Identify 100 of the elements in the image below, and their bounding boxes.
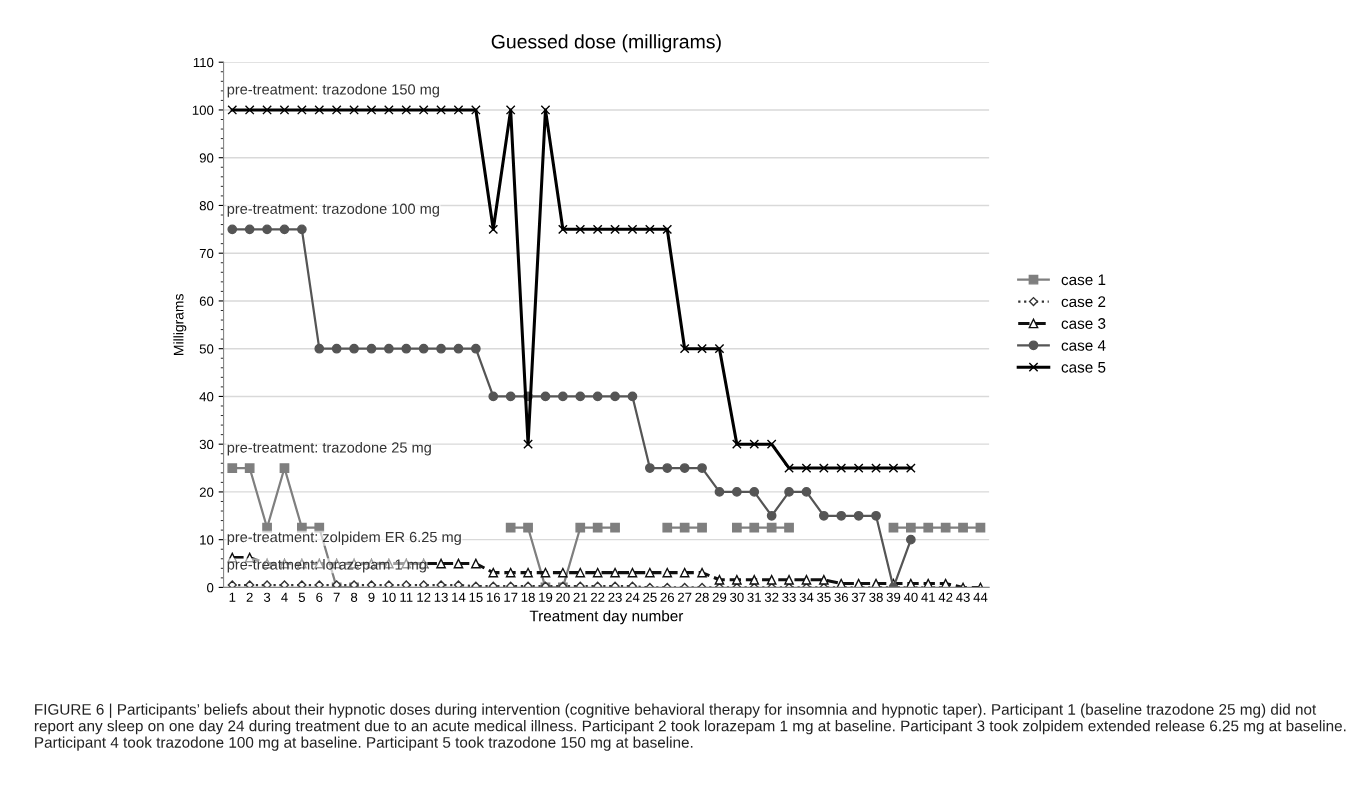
y-tick-label: 20 [199,487,214,497]
x-tick-label: 40 [903,592,918,602]
point [731,439,742,450]
point [297,522,307,533]
y-tick-label: 50 [199,344,214,354]
y-tick-label: 10 [200,535,214,545]
point [714,487,725,497]
point [766,510,777,521]
point [488,581,498,588]
point [610,391,620,402]
y-tick-label: 0 [207,582,214,593]
point [575,581,585,588]
point [801,463,812,473]
x-tick-label: 5 [298,592,305,602]
point [558,567,568,578]
x-tick-label: 33 [782,592,796,602]
point [418,343,429,354]
x-tick-label: 39 [886,592,901,602]
point [366,343,377,354]
point [297,580,307,588]
point [888,522,899,533]
x-tick-label: 23 [608,592,622,602]
x-tick-label: 6 [316,592,323,602]
point [697,522,707,533]
x-tick-label: 31 [747,592,761,602]
point [453,343,464,354]
point [610,567,620,578]
x-tick-label: 29 [712,592,727,602]
point [575,224,586,235]
point [592,224,603,235]
point [505,105,516,115]
point [366,580,377,588]
point [888,463,899,473]
point [836,463,847,473]
point [540,391,551,402]
point [471,105,481,115]
point [731,522,742,533]
x-tick-label: 44 [973,592,988,602]
point [593,581,603,588]
x-tick-label: 30 [730,592,744,602]
x-tick-label: 25 [643,592,657,602]
x-tick-label: 8 [350,592,358,602]
point [644,463,655,473]
point [331,343,342,354]
point [784,522,794,533]
point [523,439,533,450]
point [227,463,238,473]
point [905,578,916,588]
point [262,522,272,533]
point [679,567,690,578]
x-tick-label: 18 [521,592,535,602]
point [384,343,394,354]
x-tick-label: 19 [539,592,553,602]
legend-label: case 5 [1061,362,1106,373]
point [297,105,307,115]
x-tick-label: 37 [851,592,866,602]
point [523,522,533,533]
point [749,487,760,497]
point [262,105,272,115]
point [453,558,464,569]
x-tick-label: 36 [834,592,849,602]
point [644,567,655,578]
x-tick-label: 16 [486,592,501,602]
point [227,224,238,235]
x-tick-label: 43 [956,592,970,602]
y-tick-label: 100 [192,105,214,115]
point [245,580,255,588]
legend-label: case 2 [1061,296,1106,308]
point [662,224,673,235]
y-tick-label: 60 [199,296,214,306]
x-tick-label: 3 [263,592,271,602]
point [419,580,429,588]
x-tick-label: 10 [382,592,396,602]
x-tick-label: 41 [921,592,935,602]
point [853,578,864,588]
point [331,105,342,115]
point [905,522,916,533]
point [488,224,499,235]
point [766,439,777,450]
point [905,534,916,545]
x-tick-label: 7 [333,592,340,602]
point [506,581,516,588]
point [592,567,603,578]
point [505,567,516,578]
point [471,581,481,588]
point [436,558,446,569]
point [836,510,847,521]
point [540,105,551,115]
point [871,463,881,473]
x-tick-label: 12 [417,592,431,602]
x-tick-label: 34 [799,592,814,602]
point [505,391,516,402]
x-tick-label: 17 [504,592,518,602]
point [871,510,881,521]
x-tick-label: 32 [764,592,779,602]
y-tick-label: 30 [199,439,214,450]
legend-label: case 4 [1061,340,1106,351]
point [610,224,620,235]
point [488,391,499,402]
point [923,522,934,533]
